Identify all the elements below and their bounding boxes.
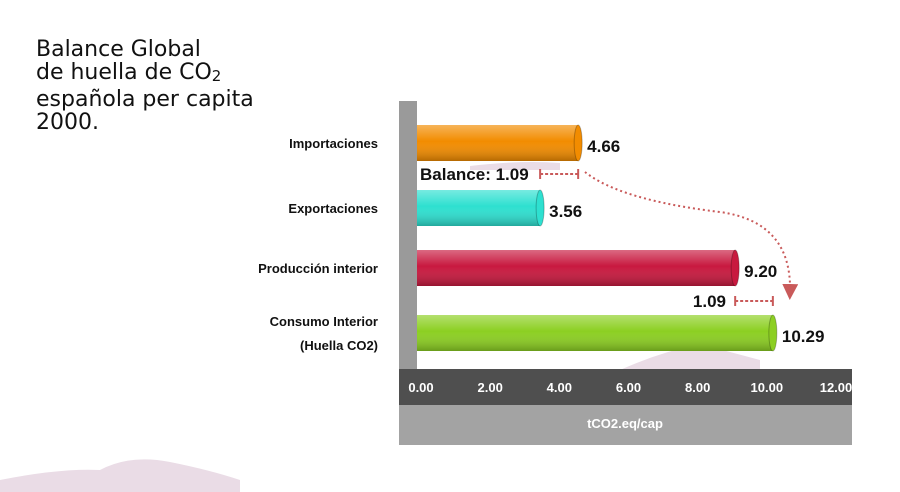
bar-value-label: 9.20 <box>744 262 777 281</box>
x-tick-label: 4.00 <box>547 380 572 395</box>
bar-shading <box>417 315 773 351</box>
x-tick-label: 6.00 <box>616 380 641 395</box>
x-tick-label: 12.00 <box>820 380 853 395</box>
title-line-1: Balance Global <box>36 37 201 62</box>
title-line-2-text: de huella de CO <box>36 60 212 85</box>
decorative-shape-top <box>470 162 560 170</box>
title-line-4: 2000. <box>36 110 99 135</box>
bar-end-cap <box>535 189 545 227</box>
x-label-band <box>399 405 852 445</box>
x-tick-label: 0.00 <box>408 380 433 395</box>
bar-value-label: 10.29 <box>782 327 825 346</box>
difference-annotation-label: 1.09 <box>693 292 726 311</box>
bar-shading <box>417 250 736 286</box>
x-axis-title: tCO2.eq/cap <box>587 416 663 431</box>
category-label: Consumo Interior <box>270 314 378 329</box>
bar-end-cap <box>573 124 583 162</box>
bar-shading <box>417 190 541 226</box>
category-label: (Huella CO2) <box>300 338 378 353</box>
axis-wall <box>399 101 417 369</box>
title-line-3: española per capita <box>36 87 254 112</box>
bar-value-label: 4.66 <box>587 137 620 156</box>
title-line-2: de huella de CO2 <box>36 61 254 88</box>
x-tick-label: 8.00 <box>685 380 710 395</box>
bar-shading <box>417 125 579 161</box>
balance-arrow <box>584 171 799 300</box>
balance-annotation-label: Balance: 1.09 <box>420 165 529 184</box>
chart-title: Balance Global de huella de CO2 española… <box>36 38 254 134</box>
x-tick-label: 2.00 <box>478 380 503 395</box>
bar-end-cap <box>730 249 740 287</box>
category-label: Exportaciones <box>288 201 378 216</box>
bar-value-label: 3.56 <box>549 202 582 221</box>
x-axis-band <box>399 369 852 405</box>
category-label: Importaciones <box>289 136 378 151</box>
decorative-shape-bottom-left <box>0 459 240 492</box>
title-line-2-subscript: 2 <box>211 67 222 85</box>
bar-end-cap <box>768 314 778 352</box>
category-label: Producción interior <box>258 261 378 276</box>
x-tick-label: 10.00 <box>751 380 784 395</box>
